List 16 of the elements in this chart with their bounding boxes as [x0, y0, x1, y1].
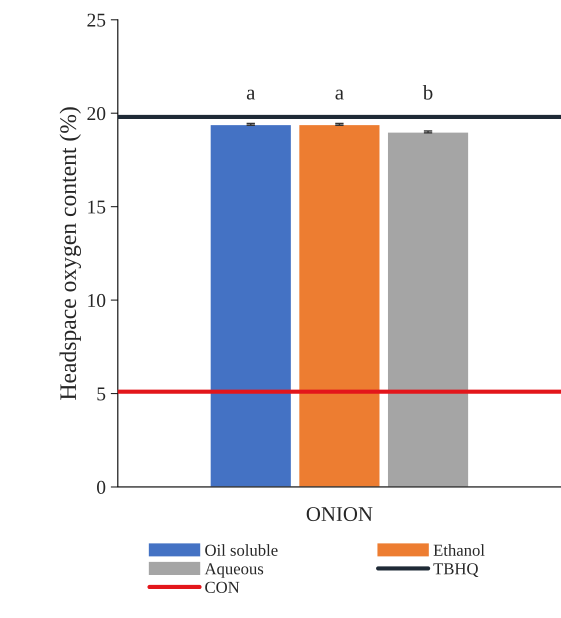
y-tick-label: 5: [97, 388, 106, 400]
y-tick-label: 0: [97, 480, 106, 494]
y-tick-label: 10: [88, 294, 106, 308]
y-tick-label: 15: [88, 200, 106, 214]
legend-label: Ethanol: [434, 544, 485, 556]
y-tick-label: 20: [87, 107, 106, 120]
legend-label: TBHQ: [433, 563, 478, 577]
legend-label: Oil soluble: [205, 544, 278, 556]
annotation: a: [246, 90, 256, 100]
legend-label: Aqueous: [204, 563, 264, 578]
y-axis-title: Headspace oxygen content (%): [60, 107, 82, 400]
x-tick-label: ONION: [306, 507, 372, 522]
annotation: a: [336, 90, 344, 100]
y-tick-label: 25: [87, 14, 106, 27]
annotation: b: [422, 84, 432, 100]
legend-label: CON: [205, 582, 240, 593]
